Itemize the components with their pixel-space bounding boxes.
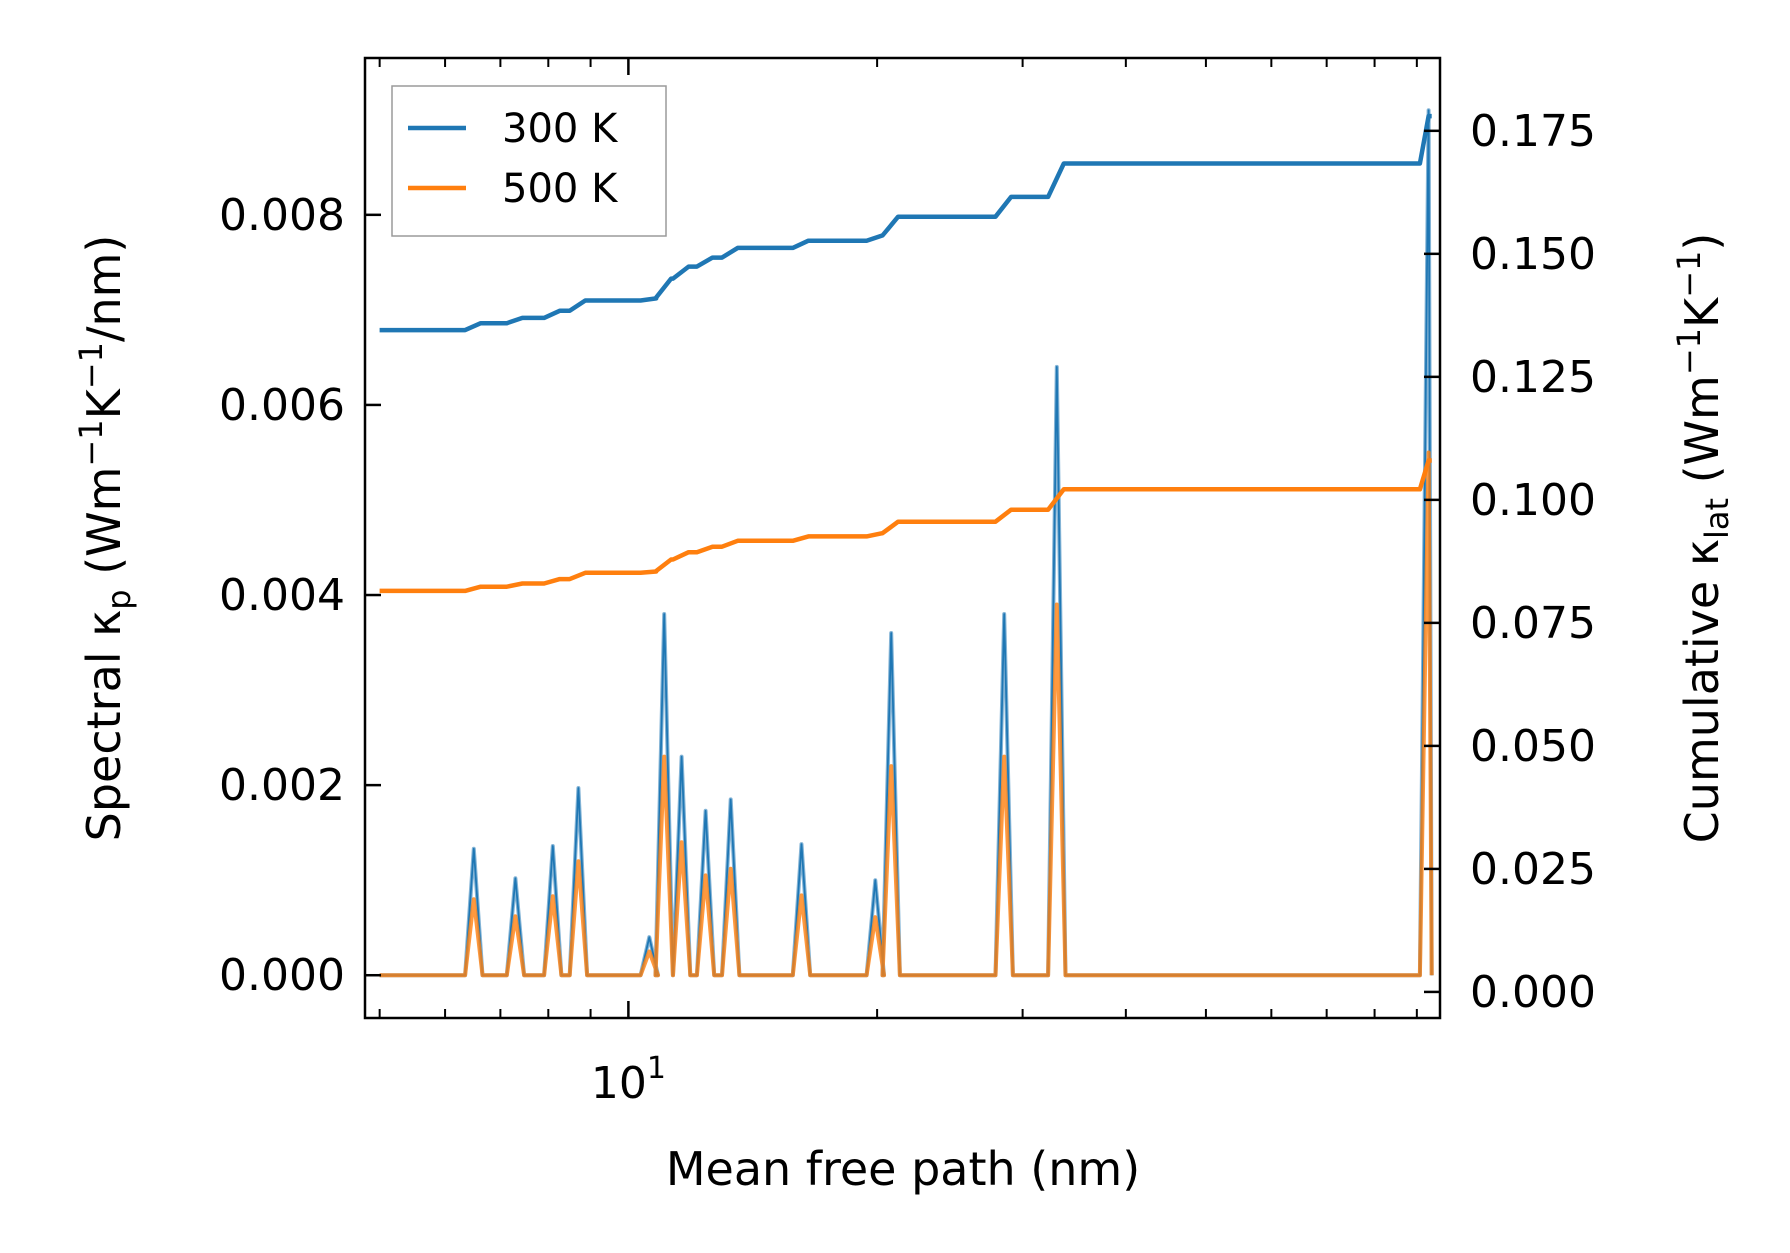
- ticks-layer: 0.000 0.002 0.004 0.006 0.008 0.000 0.025 0.050…: [219, 58, 1596, 1109]
- x-axis-label: Mean free path (nm): [666, 1142, 1140, 1196]
- y-right-tick-label: 0.125: [1470, 352, 1596, 403]
- cumulative-line-300k: [379, 113, 1432, 333]
- y-right-axis-label: Cumulative κlat (Wm−1K−1): [1670, 233, 1736, 844]
- plot-frame: [363, 56, 1442, 1020]
- y-right-tick-label: 0.050: [1470, 721, 1596, 772]
- y-right-tick-label: 0.175: [1470, 106, 1596, 157]
- y-left-tick-label: 0.006: [219, 380, 345, 431]
- y-left-axis-label: Spectral κp (Wm−1K−1/nm): [72, 235, 138, 842]
- y-right-tick-label: 0.100: [1470, 475, 1596, 526]
- spectral-line-300k: [379, 108, 1434, 978]
- legend-label-300k: 300 K: [502, 106, 619, 152]
- y-right-tick-label: 0.000: [1470, 967, 1596, 1018]
- x-tick-label: 101: [591, 1051, 666, 1109]
- data-layer: [379, 108, 1434, 978]
- spectral-line-500k: [379, 450, 1434, 978]
- spectral-line-300k-core: [379, 109, 1433, 977]
- legend-box: [391, 85, 667, 237]
- y-left-tick-label: 0.002: [219, 760, 345, 811]
- y-left-tick-label: 0.004: [219, 570, 345, 621]
- y-right-tick-label: 0.025: [1470, 844, 1596, 895]
- y-left-tick-label: 0.000: [219, 950, 345, 1001]
- legend: 300 K 500 K: [391, 85, 667, 237]
- cumulative-line-500k: [379, 458, 1432, 594]
- y-left-tick-label: 0.008: [219, 190, 345, 241]
- y-right-tick-label: 0.150: [1470, 229, 1596, 280]
- y-right-tick-label: 0.075: [1470, 598, 1596, 649]
- legend-label-500k: 500 K: [502, 166, 619, 212]
